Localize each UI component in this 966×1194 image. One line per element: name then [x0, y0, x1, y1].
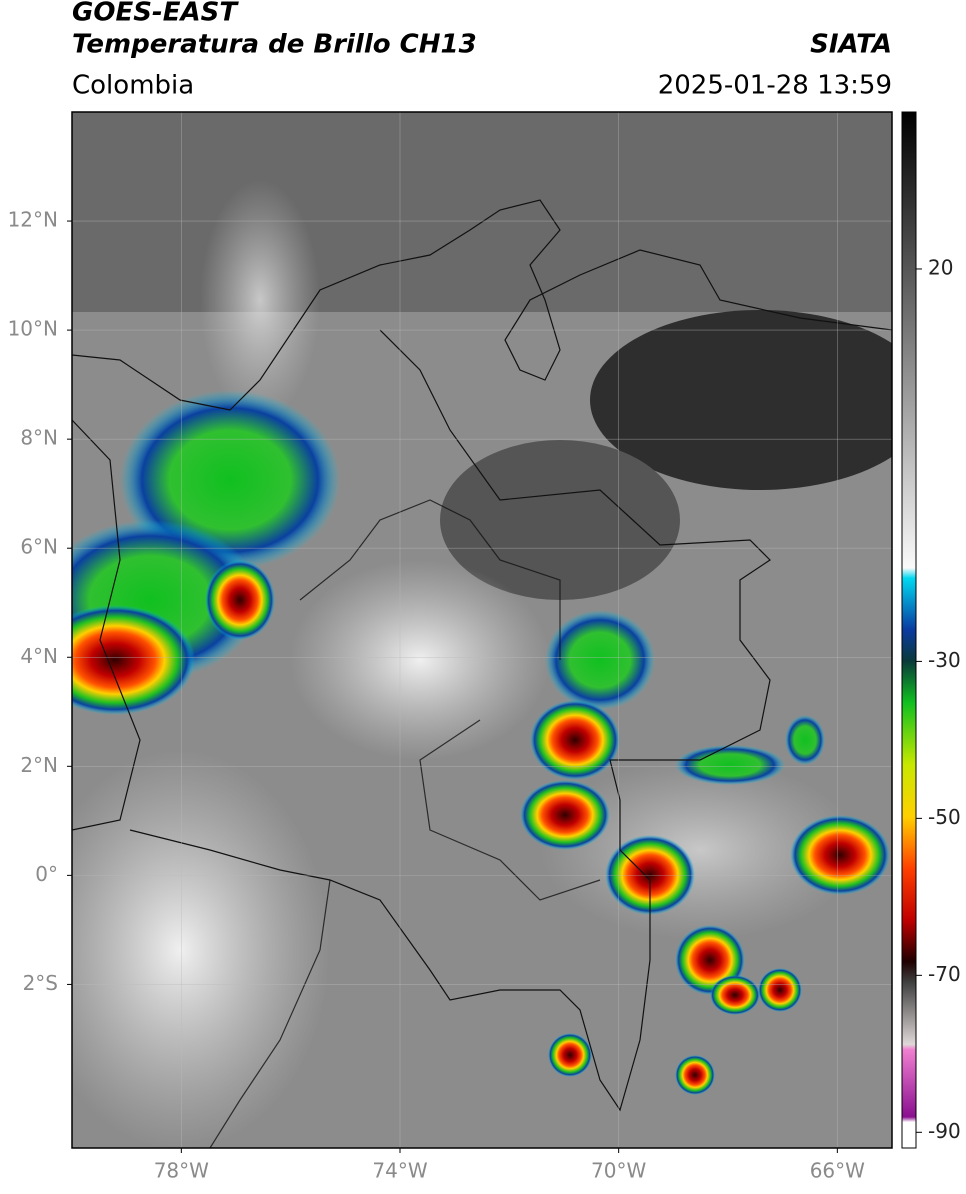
y-tick-label: 2°N [20, 753, 58, 777]
x-tick-label: 66°W [810, 1159, 865, 1183]
border-line [72, 329, 771, 1112]
map-frame [71, 111, 893, 1149]
timestamp: 2025-01-28 13:59 [658, 71, 892, 101]
satellite-image [72, 112, 892, 1148]
colorbar-tick-label: -90 [928, 1119, 961, 1143]
colorbar-tick-label: -70 [928, 962, 961, 986]
colorbar [901, 111, 917, 1149]
internal-border [209, 499, 601, 1148]
y-tick-label: 2°S [23, 971, 58, 995]
source: SIATA [810, 30, 892, 60]
title: GOES-EAST [72, 0, 239, 28]
y-tick-label: 4°N [20, 644, 58, 668]
colorbar-tick-label: -50 [928, 805, 961, 829]
colorbar-tick-label: -30 [928, 648, 961, 672]
y-tick-label: 10°N [8, 317, 58, 341]
region: Colombia [72, 71, 194, 101]
y-tick-label: 6°N [20, 535, 58, 559]
y-tick-label: 8°N [20, 426, 58, 450]
y-tick-label: 0° [35, 862, 58, 886]
y-tick-label: 12°N [8, 208, 58, 232]
grid [72, 112, 892, 1148]
x-tick-label: 78°W [154, 1159, 209, 1183]
subtitle: Temperatura de Brillo CH13 [72, 30, 477, 60]
x-tick-label: 70°W [591, 1159, 646, 1183]
coastline [72, 199, 892, 411]
colorbar-tick-label: 20 [928, 255, 953, 279]
x-tick-label: 74°W [372, 1159, 427, 1183]
